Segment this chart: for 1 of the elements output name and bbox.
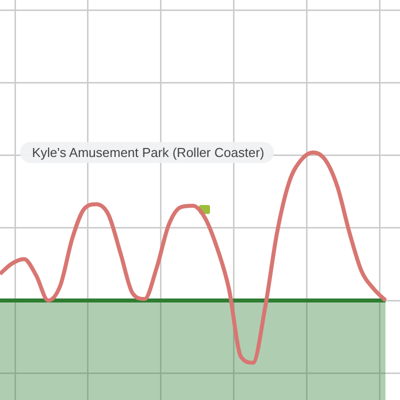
chart-title: Kyle's Amusement Park (Roller Coaster) [20, 142, 274, 163]
